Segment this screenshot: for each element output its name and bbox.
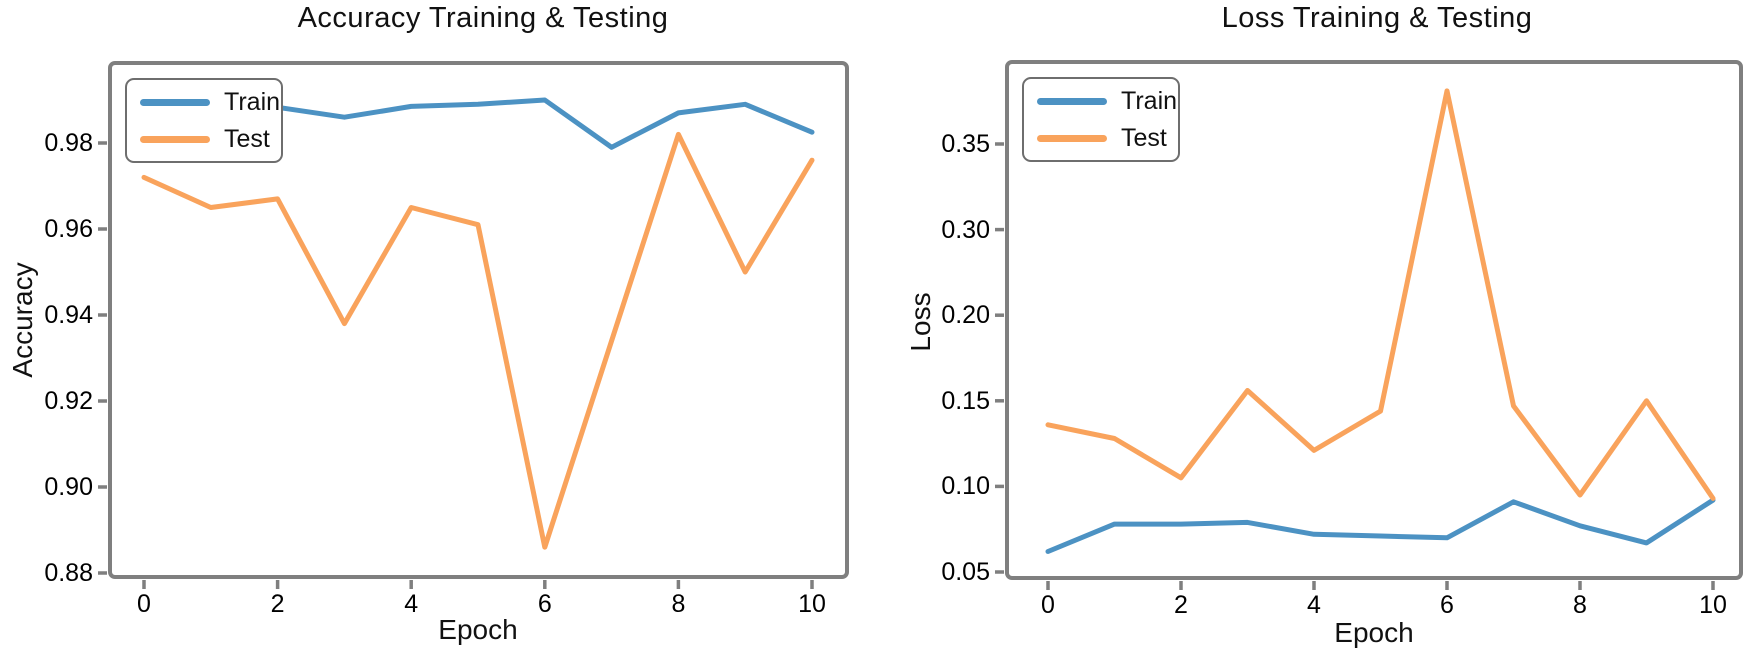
x-tick-label: 8 (671, 590, 686, 618)
x-tick-label: 2 (1174, 591, 1188, 619)
x-tick-label: 4 (1307, 591, 1321, 619)
y-tick-label: 0.10 (941, 472, 990, 501)
x-tick-label: 6 (537, 590, 552, 618)
legend-label-test: Test (1121, 123, 1167, 152)
chart-title-loss: Loss Training & Testing (1221, 2, 1533, 34)
legend-accuracy: Train Test (125, 78, 283, 163)
x-tick-label: 10 (798, 590, 826, 618)
x-tick-label: 0 (137, 590, 151, 618)
y-tick-label: 0.88 (44, 559, 93, 587)
test-line-swatch (140, 135, 210, 143)
x-tick-label: 10 (1699, 591, 1727, 619)
legend-item-test: Test (1024, 123, 1178, 152)
y-tick-label: 0.92 (44, 387, 93, 415)
y-tick-label: 0.20 (941, 301, 990, 330)
y-tick-label: 0.15 (941, 386, 990, 415)
x-tick-label: 0 (1041, 591, 1055, 619)
x-tick-label: 4 (404, 590, 419, 618)
y-tick-label: 0.90 (44, 473, 93, 501)
train-line-swatch (1037, 97, 1107, 105)
legend-item-test: Test (127, 124, 281, 153)
plot-border (108, 61, 849, 579)
x-tick-label: 8 (1573, 591, 1587, 619)
y-tick-label: 0.30 (941, 215, 990, 244)
test-line-swatch (1037, 134, 1107, 142)
legend-label-train: Train (224, 87, 281, 116)
x-axis-label-epoch-left: Epoch (438, 614, 518, 645)
legend-label-test: Test (224, 124, 270, 153)
y-tick-label: 0.35 (941, 130, 990, 158)
legend-item-train: Train (127, 87, 281, 116)
x-tick-label: 6 (1440, 591, 1454, 619)
y-tick-label: 0.96 (44, 215, 93, 243)
legend-loss: Train Test (1022, 77, 1180, 162)
train-line-swatch (140, 98, 210, 106)
x-axis-label-epoch-right: Epoch (1334, 617, 1414, 648)
y-tick-label: 0.98 (44, 129, 93, 157)
test-line (141, 131, 815, 550)
x-tick-label: 2 (270, 590, 285, 618)
y-tick-label: 0.94 (44, 301, 93, 329)
y-tick-label: 0.05 (941, 558, 990, 586)
train-line (1045, 497, 1716, 554)
plot-border (1005, 60, 1743, 580)
legend-label-train: Train (1121, 86, 1178, 115)
legend-item-train: Train (1024, 86, 1178, 115)
chart-title-accuracy: Accuracy Training & Testing (297, 2, 669, 34)
test-line (1045, 88, 1716, 501)
